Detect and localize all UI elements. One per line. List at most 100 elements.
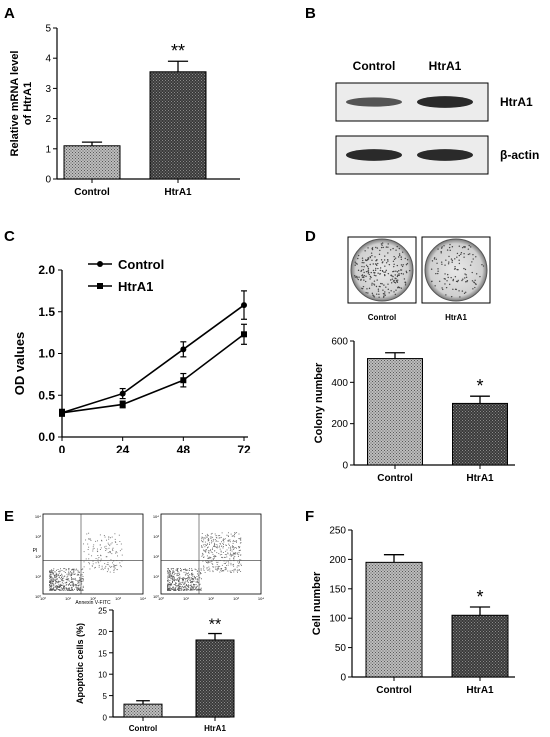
colony	[465, 291, 467, 294]
event	[114, 565, 116, 567]
event	[216, 568, 218, 570]
event	[217, 568, 219, 569]
event	[64, 572, 66, 574]
event	[233, 553, 235, 554]
blot-band	[417, 96, 473, 108]
x-tick-label: 48	[177, 443, 191, 453]
event	[180, 581, 182, 583]
event	[234, 552, 236, 554]
flow-plot-frame	[42, 513, 144, 595]
y-tick-label: 50	[335, 643, 347, 654]
colony	[384, 255, 386, 257]
event	[187, 585, 189, 587]
event	[194, 588, 196, 590]
event	[68, 587, 70, 589]
event	[224, 556, 225, 558]
event	[206, 555, 208, 557]
event	[60, 568, 61, 570]
event	[173, 579, 175, 581]
event	[236, 566, 238, 568]
event	[233, 571, 235, 573]
event	[61, 579, 63, 580]
event	[51, 576, 53, 578]
event	[204, 546, 206, 548]
event	[77, 589, 79, 591]
event	[72, 589, 74, 591]
x-tick-label: HtrA1	[466, 685, 494, 696]
event	[190, 585, 192, 587]
event	[112, 562, 113, 564]
colony	[396, 275, 399, 278]
event	[171, 582, 173, 584]
event	[196, 573, 198, 575]
event	[198, 584, 200, 586]
event	[186, 569, 188, 571]
event	[88, 553, 90, 555]
event	[173, 574, 175, 576]
event	[219, 535, 221, 536]
event	[222, 547, 224, 549]
event	[171, 573, 173, 575]
event	[198, 570, 200, 572]
event	[234, 532, 236, 534]
event	[239, 561, 240, 563]
event	[94, 566, 96, 568]
event	[213, 557, 215, 559]
event	[192, 576, 194, 578]
event	[71, 579, 73, 581]
event	[59, 585, 61, 587]
event	[107, 542, 109, 544]
colony	[464, 277, 466, 279]
event	[212, 553, 214, 555]
event	[169, 588, 171, 589]
event	[191, 569, 193, 571]
event	[68, 571, 70, 573]
event	[177, 568, 178, 570]
event	[207, 540, 209, 542]
event	[204, 541, 206, 543]
event	[56, 588, 57, 590]
event	[185, 587, 187, 589]
event	[195, 577, 197, 578]
event	[185, 580, 187, 582]
event	[101, 540, 103, 542]
event	[88, 538, 90, 540]
event	[222, 543, 224, 544]
event	[171, 580, 173, 582]
event	[187, 581, 189, 583]
event	[232, 546, 234, 547]
y-axis-label: of HtrA1	[22, 82, 34, 125]
event	[193, 584, 195, 586]
colony	[374, 263, 377, 265]
event	[231, 554, 233, 556]
event	[212, 536, 214, 538]
event	[180, 589, 182, 591]
event	[98, 562, 100, 564]
event	[115, 552, 117, 554]
event	[222, 570, 224, 572]
event	[210, 551, 212, 553]
event	[68, 573, 70, 575]
event	[230, 548, 232, 550]
colony	[450, 295, 453, 298]
event	[59, 581, 61, 583]
data-point	[180, 346, 187, 353]
event	[212, 566, 214, 567]
event	[111, 536, 113, 538]
event	[223, 563, 225, 565]
event	[169, 581, 171, 583]
colony	[404, 284, 407, 286]
event	[222, 552, 224, 553]
event	[74, 584, 76, 586]
event	[167, 572, 169, 574]
event	[187, 586, 189, 588]
event	[61, 580, 63, 582]
colony	[372, 294, 374, 296]
y-tick-label: 25	[98, 607, 107, 616]
event	[177, 572, 179, 574]
y-axis-label: Relative mRNA level	[9, 51, 21, 157]
event	[183, 579, 184, 581]
event	[230, 552, 232, 554]
event	[204, 537, 206, 539]
event	[180, 586, 182, 588]
